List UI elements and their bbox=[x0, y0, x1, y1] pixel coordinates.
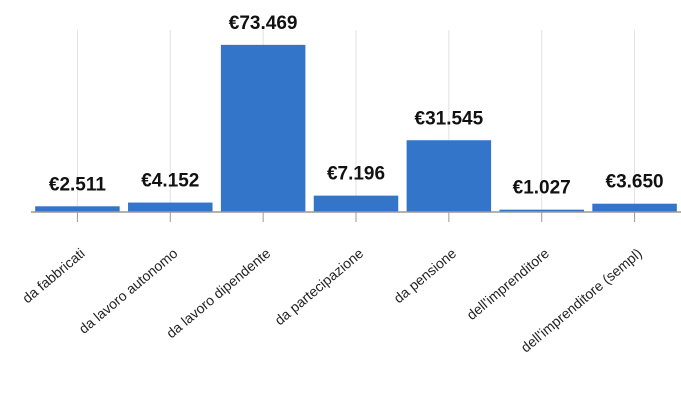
x-tick-label: dell'imprenditore bbox=[463, 245, 552, 323]
bar bbox=[592, 203, 677, 212]
x-tick-label: da lavoro dipendente bbox=[163, 245, 274, 341]
x-tick-label: da fabbricati bbox=[19, 245, 88, 306]
bar bbox=[220, 44, 306, 212]
bar bbox=[35, 206, 120, 212]
value-label: €1.027 bbox=[513, 178, 571, 199]
value-label: €3.650 bbox=[606, 172, 664, 193]
x-tick-label: da partecipazione bbox=[271, 245, 366, 328]
bar bbox=[499, 209, 584, 212]
value-label: €31.545 bbox=[415, 108, 484, 129]
bar bbox=[406, 140, 492, 212]
bar bbox=[313, 195, 399, 212]
value-label: €2.511 bbox=[49, 174, 106, 195]
value-label: €73.469 bbox=[229, 13, 298, 34]
x-tick-label: da lavoro autonomo bbox=[75, 245, 180, 337]
bar bbox=[128, 202, 213, 212]
value-label: €4.152 bbox=[141, 171, 199, 192]
value-label: €7.196 bbox=[327, 164, 385, 185]
x-tick-label: da pensione bbox=[390, 245, 459, 306]
